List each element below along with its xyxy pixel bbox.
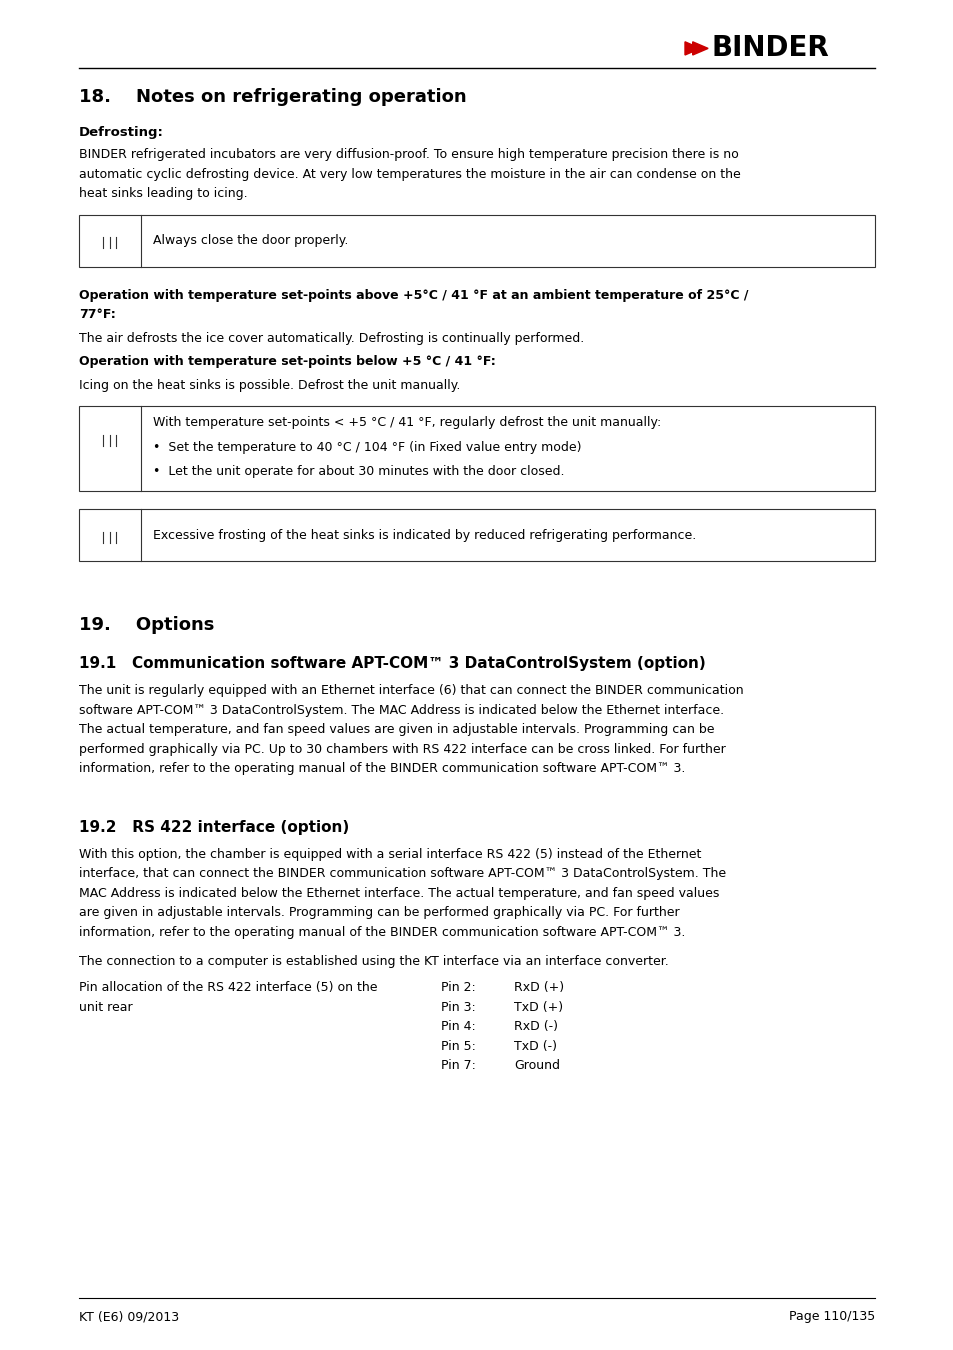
Text: •  Let the unit operate for about 30 minutes with the door closed.: • Let the unit operate for about 30 minu…	[152, 464, 564, 478]
Text: BINDER: BINDER	[711, 34, 828, 62]
Polygon shape	[684, 42, 700, 55]
FancyBboxPatch shape	[79, 215, 874, 266]
Text: The connection to a computer is established using the KT interface via an interf: The connection to a computer is establis…	[79, 954, 668, 968]
Text: Pin 5:: Pin 5:	[440, 1040, 476, 1053]
Text: RxD (-): RxD (-)	[514, 1021, 558, 1033]
Text: 19.2   RS 422 interface (option): 19.2 RS 422 interface (option)	[79, 819, 349, 834]
Text: Pin allocation of the RS 422 interface (5) on the: Pin allocation of the RS 422 interface (…	[79, 981, 377, 994]
Text: TxD (-): TxD (-)	[514, 1040, 557, 1053]
Text: information, refer to the operating manual of the BINDER communication software : information, refer to the operating manu…	[79, 761, 684, 775]
FancyBboxPatch shape	[79, 406, 874, 491]
Text: 18.    Notes on refrigerating operation: 18. Notes on refrigerating operation	[79, 88, 466, 107]
Text: performed graphically via PC. Up to 30 chambers with RS 422 interface can be cro: performed graphically via PC. Up to 30 c…	[79, 743, 725, 756]
Text: •  Set the temperature to 40 °C / 104 °F (in Fixed value entry mode): • Set the temperature to 40 °C / 104 °F …	[152, 440, 581, 454]
Text: Pin 3:: Pin 3:	[440, 1000, 476, 1014]
Text: interface, that can connect the BINDER communication software APT-COM™ 3 DataCon: interface, that can connect the BINDER c…	[79, 867, 725, 880]
Text: Page 110/135: Page 110/135	[788, 1310, 874, 1323]
Text: unit rear: unit rear	[79, 1000, 132, 1014]
Text: software APT-COM™ 3 DataControlSystem. The MAC Address is indicated below the Et: software APT-COM™ 3 DataControlSystem. T…	[79, 703, 723, 717]
Text: Ground: Ground	[514, 1058, 559, 1072]
Text: automatic cyclic defrosting device. At very low temperatures the moisture in the: automatic cyclic defrosting device. At v…	[79, 167, 740, 181]
Text: Excessive frosting of the heat sinks is indicated by reduced refrigerating perfo: Excessive frosting of the heat sinks is …	[152, 528, 696, 541]
Text: Icing on the heat sinks is possible. Defrost the unit manually.: Icing on the heat sinks is possible. Def…	[79, 378, 460, 392]
Text: Always close the door properly.: Always close the door properly.	[152, 234, 348, 247]
Text: 19.    Options: 19. Options	[79, 616, 214, 634]
Text: BINDER refrigerated incubators are very diffusion-proof. To ensure high temperat: BINDER refrigerated incubators are very …	[79, 148, 738, 161]
Text: 77°F:: 77°F:	[79, 308, 115, 321]
Text: The unit is regularly equipped with an Ethernet interface (6) that can connect t: The unit is regularly equipped with an E…	[79, 684, 742, 697]
Text: The air defrosts the ice cover automatically. Defrosting is continually performe: The air defrosts the ice cover automatic…	[79, 332, 583, 344]
Text: With this option, the chamber is equipped with a serial interface RS 422 (5) ins: With this option, the chamber is equippe…	[79, 848, 700, 860]
Text: Operation with temperature set-points below +5 °C / 41 °F:: Operation with temperature set-points be…	[79, 355, 496, 369]
Text: 19.1   Communication software APT-COM™ 3 DataControlSystem (option): 19.1 Communication software APT-COM™ 3 D…	[79, 656, 705, 671]
Polygon shape	[692, 42, 707, 55]
Text: KT (E6) 09/2013: KT (E6) 09/2013	[79, 1310, 179, 1323]
Text: TxD (+): TxD (+)	[514, 1000, 562, 1014]
Text: The actual temperature, and fan speed values are given in adjustable intervals. : The actual temperature, and fan speed va…	[79, 724, 714, 736]
Text: MAC Address is indicated below the Ethernet interface. The actual temperature, a: MAC Address is indicated below the Ether…	[79, 887, 719, 899]
Text: Operation with temperature set-points above +5°C / 41 °F at an ambient temperatu: Operation with temperature set-points ab…	[79, 289, 748, 301]
Text: heat sinks leading to icing.: heat sinks leading to icing.	[79, 188, 248, 200]
Text: are given in adjustable intervals. Programming can be performed graphically via : are given in adjustable intervals. Progr…	[79, 906, 679, 919]
Text: With temperature set-points < +5 °C / 41 °F, regularly defrost the unit manually: With temperature set-points < +5 °C / 41…	[152, 416, 660, 429]
FancyBboxPatch shape	[79, 509, 874, 562]
Text: Defrosting:: Defrosting:	[79, 126, 164, 139]
Text: information, refer to the operating manual of the BINDER communication software : information, refer to the operating manu…	[79, 926, 684, 938]
Text: Pin 7:: Pin 7:	[440, 1058, 476, 1072]
Text: Pin 2:: Pin 2:	[440, 981, 476, 994]
Text: RxD (+): RxD (+)	[514, 981, 563, 994]
Text: Pin 4:: Pin 4:	[440, 1021, 476, 1033]
